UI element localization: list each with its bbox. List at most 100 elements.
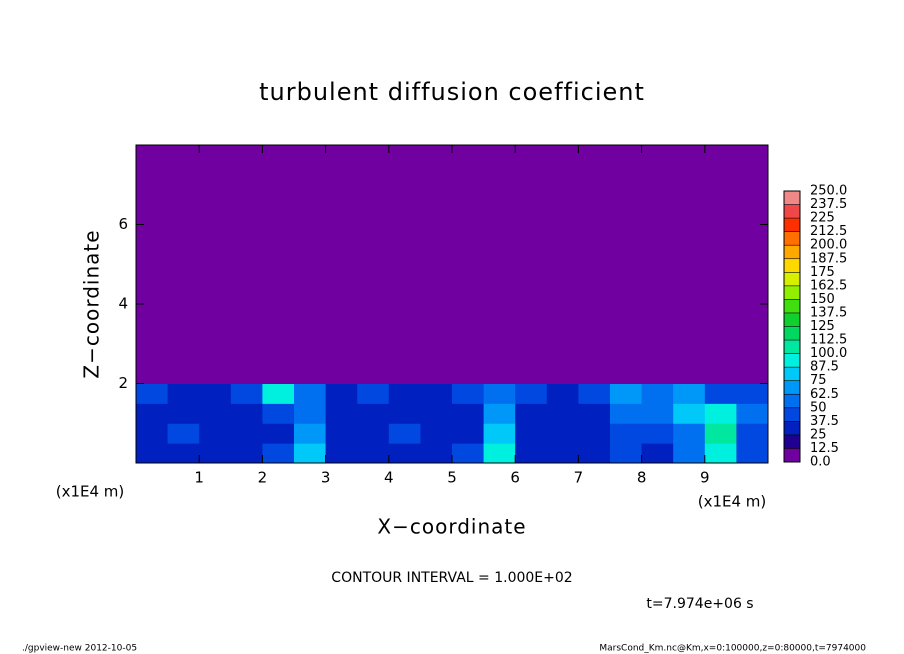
colorbar-swatch [784,272,800,286]
cell [230,323,263,345]
cell [610,423,643,444]
cell [167,164,200,186]
cell [515,244,548,265]
footer: ./gpview-new 2012-10-05 [22,644,137,654]
cell [736,323,769,345]
cell [262,264,295,285]
cell [388,443,421,464]
colorbar-label: 62.5 [810,387,839,402]
cell [230,204,263,225]
cell [294,423,327,444]
colorbar-label: 12.5 [810,441,839,456]
cell [641,323,674,345]
cell [230,304,263,325]
cell [420,145,453,166]
cell [673,423,706,444]
colorbar-swatch [784,285,800,300]
cell [136,184,169,206]
cell [673,323,706,345]
cell [167,403,200,424]
colorbar-swatch [784,407,800,422]
cell [546,363,579,384]
cell [230,383,263,404]
cell [515,184,548,206]
cell [610,343,643,365]
cell [641,363,674,384]
colorbar-label: 175 [810,265,835,280]
cell [673,244,706,265]
cell [136,363,169,384]
colorbar-swatch [784,258,800,273]
cell [704,363,737,384]
cell [136,224,169,245]
cell [325,343,358,365]
cell [167,184,200,206]
cell [578,204,611,225]
cell [420,423,453,444]
cell [199,145,232,166]
cell [578,383,611,404]
cell [704,423,737,444]
cell [388,224,421,245]
colorbar-swatch [784,191,800,205]
cell [546,284,579,305]
cell [294,184,327,206]
cell [420,323,453,345]
x-tick-label: 8 [637,469,647,487]
cell [357,184,390,206]
cell [641,343,674,365]
cell [357,224,390,245]
cell [704,383,737,404]
cell [167,323,200,345]
cell [325,184,358,206]
cell [325,284,358,305]
cell [704,204,737,225]
cell [294,204,327,225]
cell [673,343,706,365]
cell [167,304,200,325]
cell [167,244,200,265]
cell [452,443,485,464]
cell [357,304,390,325]
cell [167,224,200,245]
cell [736,284,769,305]
cell [388,244,421,265]
cell [136,164,169,186]
cell [167,264,200,285]
cell [199,244,232,265]
cell [610,164,643,186]
cell [578,443,611,464]
colorbar-label: 150 [810,292,835,307]
cell [704,224,737,245]
cell [641,204,674,225]
cell [546,443,579,464]
cell [199,164,232,186]
x-unit: (x1E4 m) [698,493,767,511]
cell [578,423,611,444]
colorbar-swatch [784,421,800,435]
cell [230,343,263,365]
cell [325,304,358,325]
cell [641,264,674,285]
cell [452,383,485,404]
cell [483,443,516,464]
cell [199,403,232,424]
cell [262,443,295,464]
cell [167,383,200,404]
cell [136,145,169,166]
cell [262,145,295,166]
cell [388,304,421,325]
cell [610,304,643,325]
cell [388,383,421,404]
cell [230,145,263,166]
cell [262,323,295,345]
cell [294,304,327,325]
cell [357,145,390,166]
cell [452,284,485,305]
cell [483,164,516,186]
cell [452,323,485,345]
cell [388,403,421,424]
cell [294,284,327,305]
cell [610,204,643,225]
